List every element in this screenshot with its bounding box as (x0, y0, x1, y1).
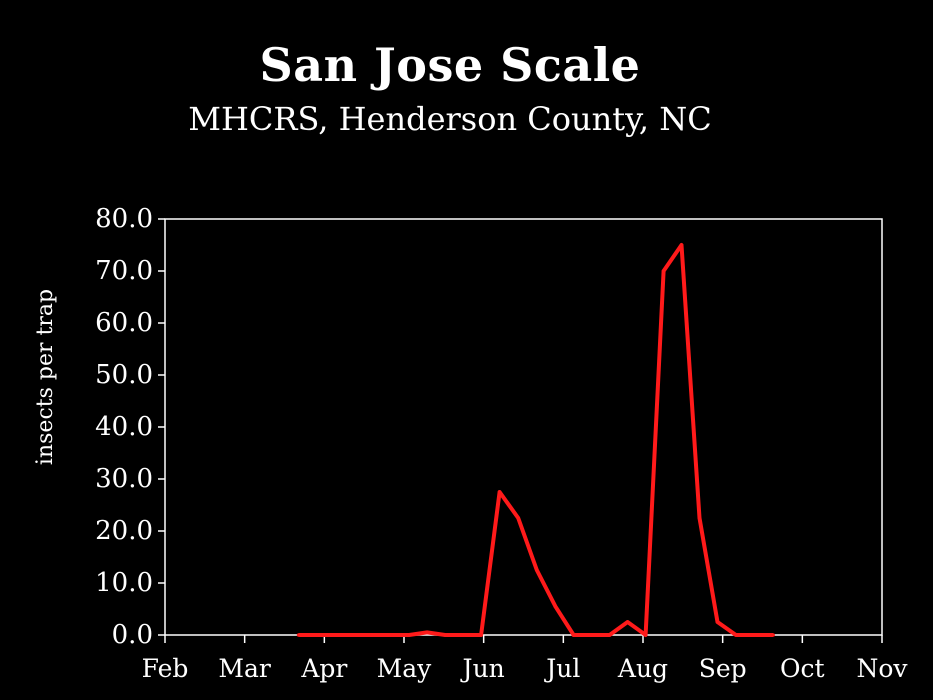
data-point (589, 633, 594, 637)
data-point (752, 633, 757, 637)
data-point (443, 633, 447, 637)
x-axis: Feb Mar Apr May Jun Jul Aug Sep Oct Nov (142, 635, 908, 683)
data-point (553, 604, 558, 609)
x-tick-label: Apr (300, 654, 347, 683)
data-point (734, 633, 738, 637)
data-point (607, 633, 612, 637)
data-point (314, 633, 319, 637)
data-point (715, 620, 720, 624)
data-point (661, 269, 666, 273)
data-point (296, 633, 301, 637)
data-point (643, 633, 648, 637)
y-tick-label: 20.0 (95, 516, 153, 546)
data-point (679, 243, 684, 247)
y-tick-label: 70.0 (95, 256, 153, 286)
data-points (296, 243, 775, 637)
data-point (497, 490, 502, 494)
x-tick-label: Aug (617, 654, 668, 683)
chart-subtitle: MHCRS, Henderson County, NC (188, 100, 712, 138)
data-point (571, 633, 576, 637)
data-point (388, 633, 393, 637)
x-tick-label: Oct (780, 654, 825, 683)
x-tick-label: Jul (543, 654, 580, 683)
data-point (697, 516, 702, 520)
data-point (351, 633, 356, 637)
data-point (516, 516, 520, 520)
chart-title: San Jose Scale (259, 38, 641, 92)
data-point (461, 633, 465, 637)
x-tick-label: May (377, 654, 433, 683)
x-tick-label: Mar (218, 654, 271, 683)
plot-area (164, 218, 883, 636)
y-tick-label: 0.0 (112, 620, 153, 650)
y-tick-label: 80.0 (95, 204, 153, 234)
x-tick-label: Jun (460, 654, 505, 683)
x-tick-label: Feb (142, 654, 189, 683)
y-tick-label: 30.0 (95, 464, 153, 494)
data-point (479, 633, 483, 637)
y-tick-label: 40.0 (95, 412, 153, 442)
y-axis: 0.0 10.0 20.0 30.0 40.0 50.0 60.0 70.0 80.0 (95, 204, 165, 650)
y-axis-label: insects per trap (33, 289, 58, 465)
data-point (771, 633, 775, 637)
series-line (298, 243, 774, 637)
data-point (407, 633, 411, 637)
data-point (333, 633, 337, 637)
y-tick-label: 60.0 (95, 308, 153, 338)
data-point (534, 568, 539, 572)
data-point (370, 633, 374, 637)
y-tick-label: 10.0 (95, 568, 153, 598)
x-tick-label: Sep (699, 654, 747, 683)
y-tick-label: 50.0 (95, 360, 153, 390)
data-point (625, 620, 630, 624)
x-tick-label: Nov (856, 654, 908, 683)
data-point (425, 630, 429, 635)
